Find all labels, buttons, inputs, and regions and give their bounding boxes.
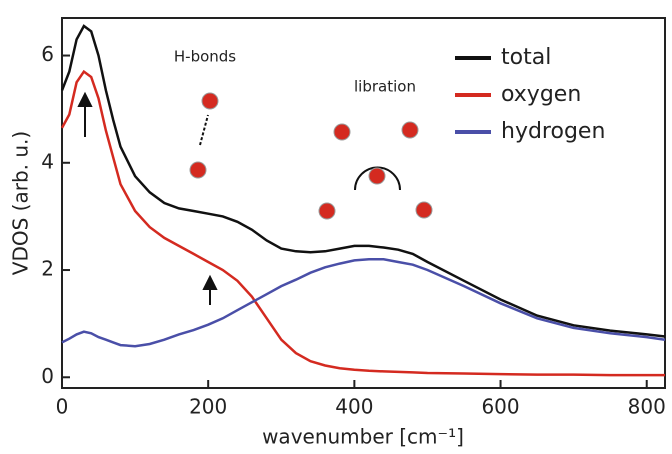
chart: H-bonds libration wavenumber [cm⁻¹] VDOS… — [0, 0, 672, 454]
plot-frame — [62, 18, 665, 388]
series-line — [62, 72, 665, 376]
molecules — [190, 93, 432, 219]
annotation: H-bonds — [174, 48, 236, 66]
series-line — [62, 26, 665, 337]
y-tick-label: 4 — [41, 149, 54, 173]
annotation: libration — [354, 78, 416, 96]
legend-label: oxygen — [501, 82, 581, 107]
decorations — [79, 94, 400, 305]
legend-label: hydrogen — [501, 119, 605, 144]
y-axis-label: VDOS (arb. u.) — [9, 131, 33, 275]
series-line — [62, 259, 665, 346]
y-tick-label: 2 — [41, 257, 54, 281]
x-tick-label: 600 — [481, 395, 519, 419]
x-tick-label: 400 — [335, 395, 373, 419]
y-tick-label: 6 — [41, 42, 54, 66]
x-tick-label: 800 — [628, 395, 666, 419]
x-axis-label: wavenumber [cm⁻¹] — [262, 425, 464, 449]
x-tick-label: 0 — [56, 395, 69, 419]
page: H-bonds libration wavenumber [cm⁻¹] VDOS… — [0, 0, 672, 454]
y-tick-label: 0 — [41, 364, 54, 388]
x-tick-label: 200 — [189, 395, 227, 419]
legend-label: total — [501, 45, 551, 70]
